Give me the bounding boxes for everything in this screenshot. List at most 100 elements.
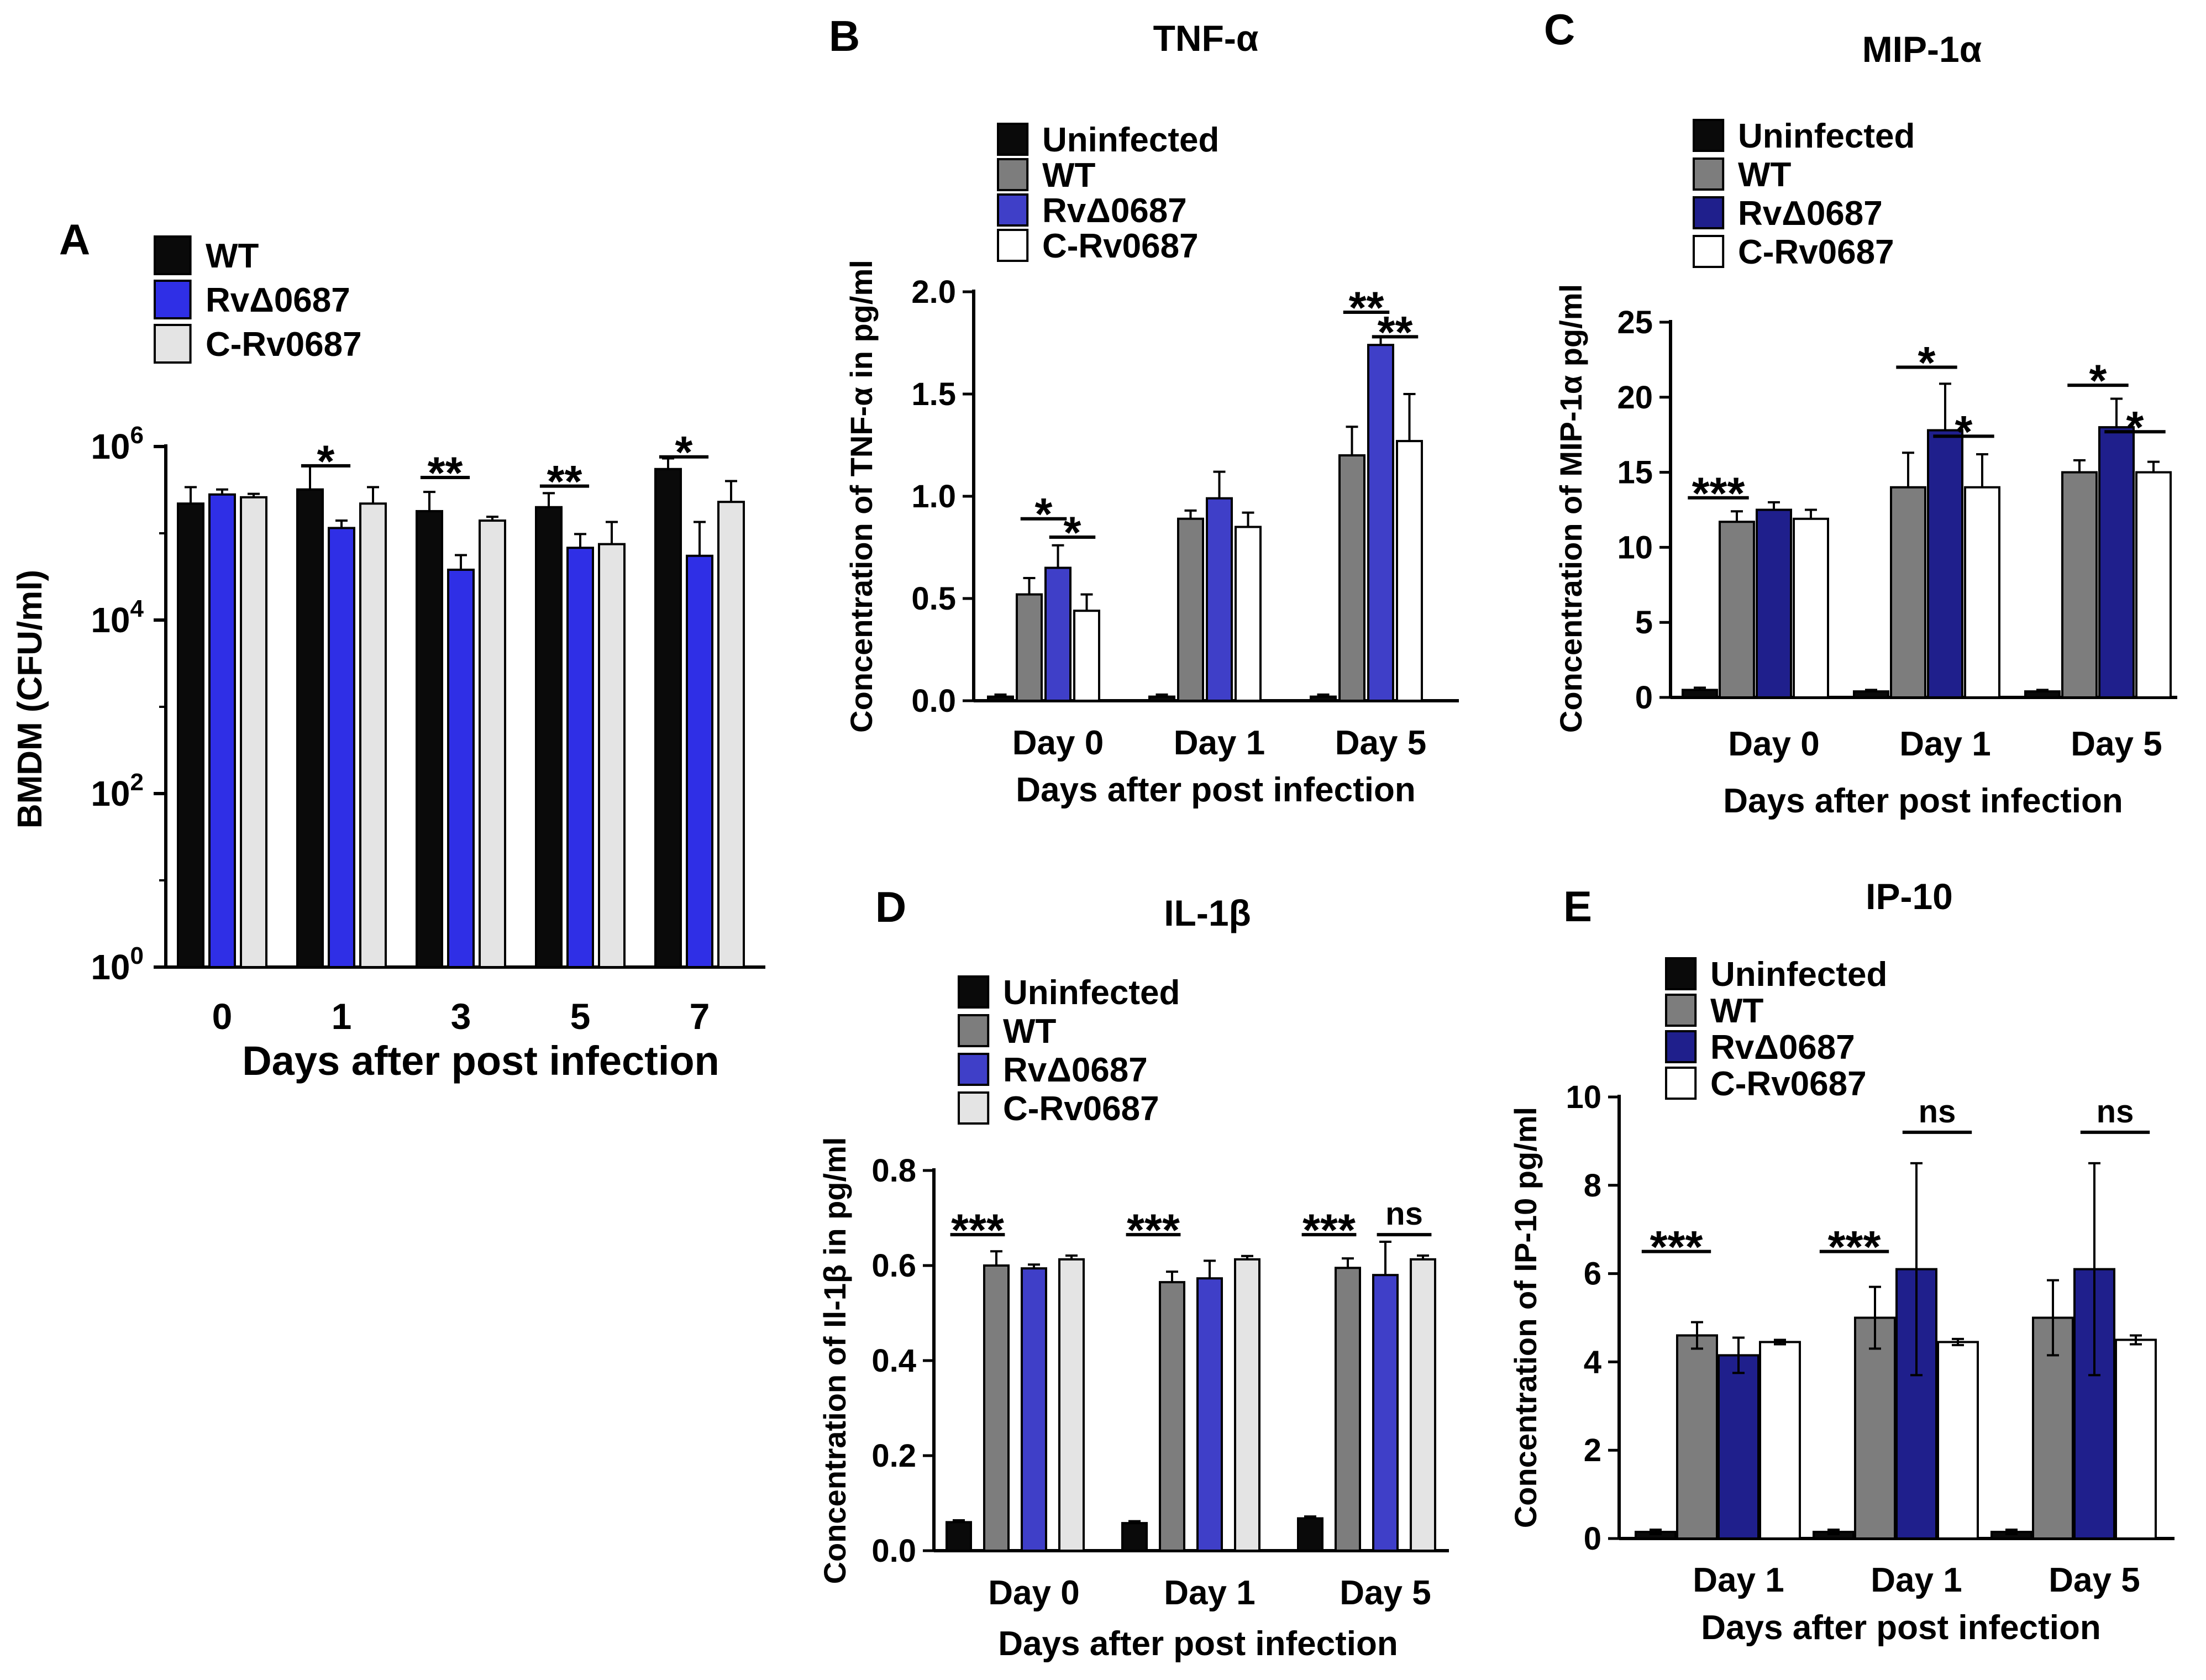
panel-label: B xyxy=(829,12,860,60)
y-tick-label: 6 xyxy=(1584,1256,1601,1292)
bar xyxy=(1021,1267,1047,1552)
legend-label: WT xyxy=(1042,156,1096,195)
legend-label: C-Rv0687 xyxy=(206,326,362,364)
panel-label: C xyxy=(1544,5,1575,54)
y-tick-label: 20 xyxy=(1617,380,1653,416)
series-0 xyxy=(1635,1529,2032,1540)
y-tick-label: 0.4 xyxy=(871,1343,916,1379)
legend-swatch xyxy=(1693,158,1725,191)
bar xyxy=(1759,1341,1801,1540)
bar xyxy=(1016,593,1043,702)
series-0 xyxy=(177,457,682,968)
y-tick-label: 1.5 xyxy=(911,376,956,412)
bar xyxy=(240,496,267,968)
y-tick-label: 0.5 xyxy=(911,581,956,617)
x-tick-label: Day 1 xyxy=(1693,1561,1784,1599)
legend-label: Uninfected xyxy=(1042,121,1219,159)
bar xyxy=(1372,1274,1399,1552)
bar xyxy=(1410,1258,1436,1552)
y-tick-label: 100 xyxy=(91,942,144,987)
bar xyxy=(1148,695,1175,702)
bar xyxy=(654,468,682,968)
significance-label: * xyxy=(1035,490,1053,540)
chart-title: IL-1β xyxy=(1164,893,1251,933)
x-axis-label: Days after post infection xyxy=(242,1038,719,1084)
x-tick-label: Day 0 xyxy=(1728,725,1819,763)
significance-label: *** xyxy=(1302,1205,1356,1256)
series-0 xyxy=(1682,686,2061,699)
significance-label: * xyxy=(317,437,335,487)
x-axis-label: Days after post infection xyxy=(1016,771,1415,809)
legend-swatch xyxy=(154,280,192,319)
legend-label: WT xyxy=(1738,156,1792,194)
legend-swatch xyxy=(1665,1067,1697,1100)
bar xyxy=(296,488,324,968)
bar xyxy=(1159,1281,1185,1552)
legend-swatch xyxy=(1665,1030,1697,1063)
series-3 xyxy=(1058,1254,1436,1552)
y-tick-label: 10 xyxy=(1566,1079,1601,1115)
bar xyxy=(1756,508,1792,699)
legend-label: RvΔ0687 xyxy=(1003,1051,1148,1089)
bar xyxy=(983,1264,1010,1552)
legend-swatch xyxy=(1665,994,1697,1027)
legend-swatch xyxy=(958,1091,990,1125)
legend-label: C-Rv0687 xyxy=(1003,1090,1159,1128)
legend-label: WT xyxy=(1710,992,1764,1030)
series-3 xyxy=(1073,393,1423,702)
bar xyxy=(1058,1258,1085,1552)
bar xyxy=(1044,566,1072,702)
x-axis-label: Days after post infection xyxy=(1723,782,2123,820)
legend-label: C-Rv0687 xyxy=(1738,233,1894,271)
bar xyxy=(1177,517,1204,702)
bar xyxy=(1367,344,1394,702)
y-tick-label: 0.8 xyxy=(871,1153,916,1189)
bar xyxy=(1717,1354,1759,1540)
y-tick-label: 106 xyxy=(91,422,144,466)
bar xyxy=(177,502,204,968)
legend-label: WT xyxy=(206,237,259,275)
x-axis-label: Days after post infection xyxy=(1701,1609,2100,1647)
series-0 xyxy=(946,1515,1323,1552)
bar xyxy=(416,510,443,968)
series-1 xyxy=(1016,426,1365,702)
y-axis-label: Concentration of TNF-α in pg/ml xyxy=(844,260,879,733)
y-tick-label: 0.6 xyxy=(871,1248,916,1284)
series-2 xyxy=(1021,1241,1399,1552)
series-2 xyxy=(1044,335,1394,702)
legend-swatch xyxy=(1693,235,1725,268)
legend-label: RvΔ0687 xyxy=(1710,1028,1855,1067)
panel-label: A xyxy=(59,215,90,264)
bar xyxy=(2098,426,2135,699)
legend-swatch xyxy=(1665,957,1697,990)
series-2 xyxy=(1717,1162,2115,1540)
y-tick-label: 0.0 xyxy=(871,1533,916,1569)
x-tick-label: 1 xyxy=(332,996,352,1037)
series-1 xyxy=(1719,452,2098,699)
significance-label: ** xyxy=(547,457,582,507)
panel-d: D IL-1β 0.0 0.2 0.4 0.6 0.8 Concentration of Il… xyxy=(817,883,1449,1663)
significance-label: * xyxy=(675,428,693,478)
x-tick-label: 5 xyxy=(570,996,591,1037)
bar xyxy=(566,547,594,968)
bar xyxy=(946,1521,972,1552)
significance-label: ** xyxy=(1378,307,1413,358)
y-tick-label: 104 xyxy=(91,595,144,640)
bar xyxy=(717,501,745,968)
legend-swatch xyxy=(154,324,192,364)
bar xyxy=(1895,1268,1937,1540)
legend-label: RvΔ0687 xyxy=(206,281,350,319)
significance-label: * xyxy=(1955,407,1973,457)
bar xyxy=(1793,517,1829,699)
x-axis-label: Days after post infection xyxy=(998,1625,1398,1663)
significance-label: * xyxy=(2126,402,2144,453)
x-tick-label: Day 1 xyxy=(1899,725,1990,763)
significance-label: ns xyxy=(1919,1094,1956,1130)
significance-label: *** xyxy=(1828,1222,1881,1273)
y-tick-label: 0.0 xyxy=(911,683,956,719)
legend-label: Uninfected xyxy=(1738,117,1915,155)
y-axis-label: Concentration of MIP-1α pg/ml xyxy=(1553,284,1588,733)
chart-title: TNF-α xyxy=(1153,18,1259,59)
